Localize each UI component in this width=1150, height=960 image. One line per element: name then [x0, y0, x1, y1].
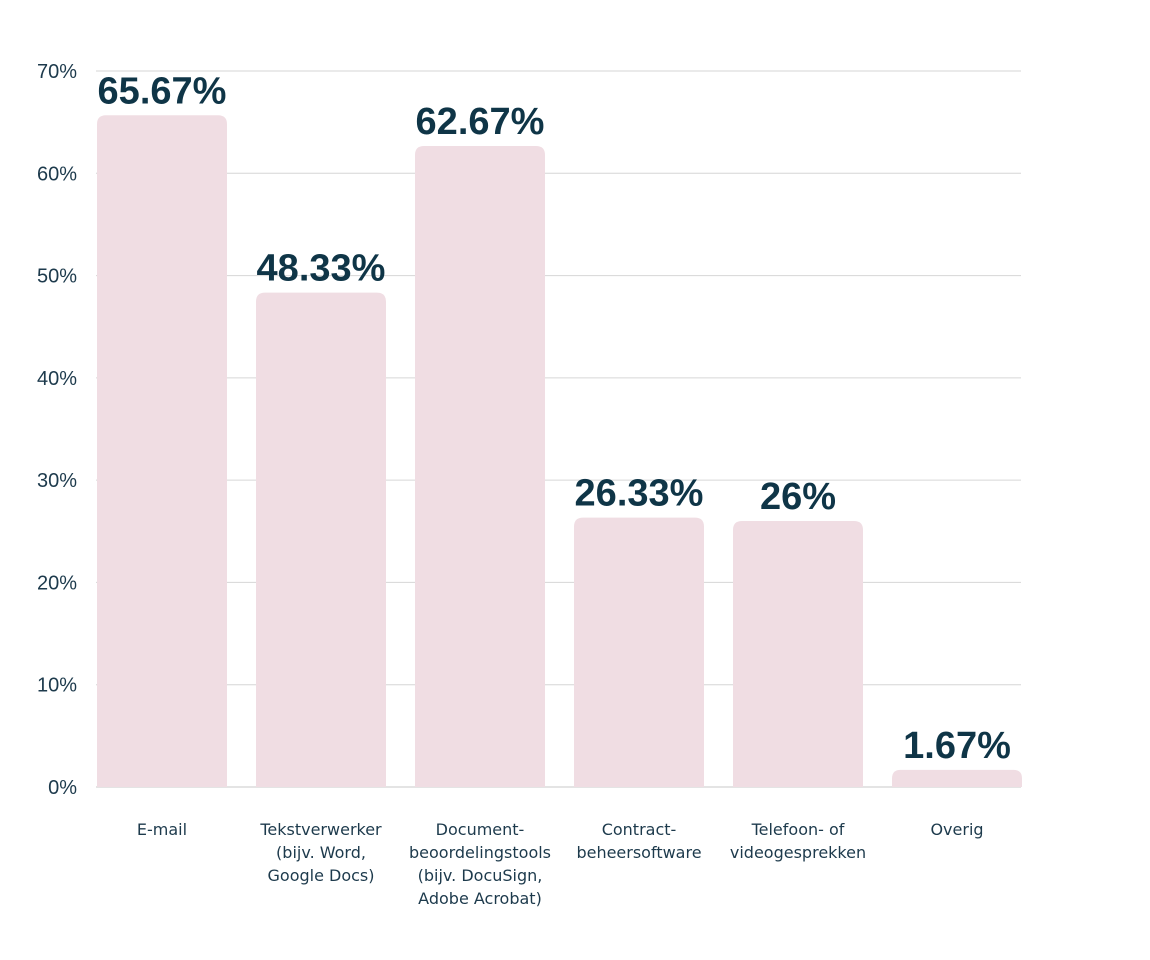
category-label-line: Google Docs) — [268, 866, 375, 885]
category-label: E-mail — [137, 820, 187, 839]
category-label: Contract-beheersoftware — [576, 820, 701, 862]
y-tick-label: 20% — [37, 572, 77, 594]
x-axis-categories: E-mail Tekstverwerker (bijv. Word, Google D… — [137, 820, 984, 908]
bar — [415, 145, 545, 787]
gridlines — [96, 70, 1021, 788]
bar — [256, 292, 386, 787]
data-label: 26% — [760, 476, 836, 518]
data-label: 62.67% — [416, 101, 545, 143]
y-tick-label: 70% — [37, 61, 77, 83]
data-labels: 65.67% 48.33% 62.67% 26.33% 26% 1.67% — [98, 70, 1011, 767]
category-label-line: Adobe Acrobat) — [418, 889, 542, 908]
category-label-line: (bijv. DocuSign, — [418, 866, 543, 885]
bar — [733, 521, 863, 787]
bar — [574, 517, 704, 787]
category-label-line: E-mail — [137, 820, 187, 839]
category-label-line: beheersoftware — [576, 843, 701, 862]
category-label-line: Tekstverwerker — [259, 820, 382, 839]
data-label: 26.33% — [575, 473, 704, 515]
category-label: Document-beoordelingstools (bijv. DocuSig… — [409, 820, 551, 908]
bar — [892, 769, 1022, 787]
category-label: Telefoon- of videogesprekken — [730, 820, 866, 862]
data-label: 65.67% — [98, 70, 227, 112]
category-label: Overig — [930, 820, 983, 839]
data-label: 48.33% — [257, 248, 386, 290]
data-label: 1.67% — [903, 725, 1011, 767]
y-tick-label: 30% — [37, 470, 77, 492]
category-label-line: Telefoon- of — [751, 820, 845, 839]
y-tick-label: 60% — [37, 163, 77, 185]
category-label: Tekstverwerker (bijv. Word, Google Docs) — [259, 820, 382, 885]
y-tick-label: 0% — [48, 777, 77, 799]
category-label-line: Document- — [436, 820, 525, 839]
category-label-line: videogesprekken — [730, 843, 866, 862]
category-label-line: beoordelingstools — [409, 843, 551, 862]
y-tick-label: 40% — [37, 368, 77, 390]
category-label-line: (bijv. Word, — [276, 843, 366, 862]
y-axis-ticks: 0% 10% 20% 30% 40% 50% 60% 70% — [37, 61, 77, 799]
bars — [97, 115, 1022, 787]
y-tick-label: 10% — [37, 675, 77, 697]
category-label-line: Contract- — [602, 820, 677, 839]
bar — [97, 115, 227, 787]
y-tick-label: 50% — [37, 266, 77, 288]
category-label-line: Overig — [930, 820, 983, 839]
